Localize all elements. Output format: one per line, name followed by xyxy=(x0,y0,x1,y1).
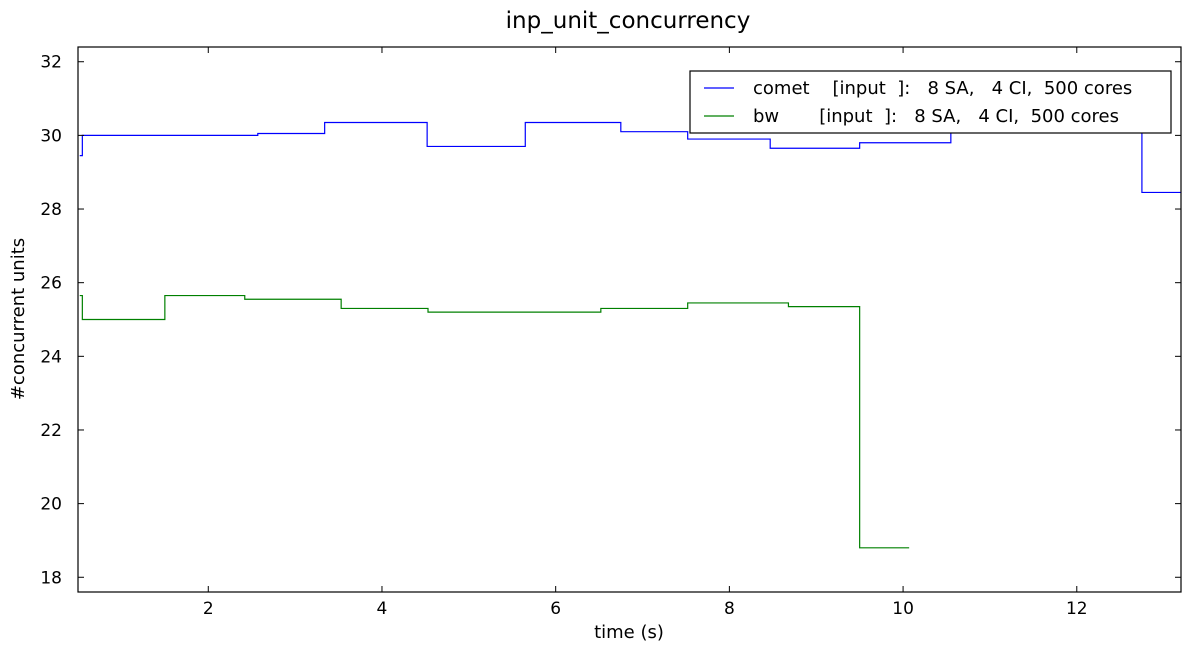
x-tick-label: 12 xyxy=(1066,599,1088,619)
y-tick-label: 24 xyxy=(40,347,62,367)
x-tick-label: 6 xyxy=(550,599,561,619)
legend-box xyxy=(689,70,1172,134)
legend-label-0: comet [input ]: 8 SA, 4 CI, 500 cores xyxy=(753,78,1132,99)
x-tick-label: 10 xyxy=(892,599,914,619)
x-tick-label: 4 xyxy=(377,599,388,619)
x-tick-label: 2 xyxy=(203,599,214,619)
y-tick-label: 22 xyxy=(40,421,62,441)
y-axis-label: #concurrent units xyxy=(8,238,29,400)
x-axis-label: time (s) xyxy=(594,622,664,643)
y-tick-label: 18 xyxy=(40,568,62,588)
series-line-0 xyxy=(79,121,1181,194)
plot-area xyxy=(79,121,1181,549)
y-tick-label: 32 xyxy=(40,53,62,73)
legend-label-1: bw [input ]: 8 SA, 4 CI, 500 cores xyxy=(753,106,1119,127)
plot-frame xyxy=(77,46,1182,593)
y-tick-label: 28 xyxy=(40,200,62,220)
y-tick-label: 20 xyxy=(40,495,62,515)
y-tick-label: 26 xyxy=(40,274,62,294)
legend: comet [input ]: 8 SA, 4 CI, 500 cores bw … xyxy=(689,70,1172,134)
chart-title: inp_unit_concurrency xyxy=(506,8,751,34)
x-tick-label: 8 xyxy=(724,599,735,619)
series-line-1 xyxy=(79,294,910,549)
y-tick-label: 30 xyxy=(40,126,62,146)
